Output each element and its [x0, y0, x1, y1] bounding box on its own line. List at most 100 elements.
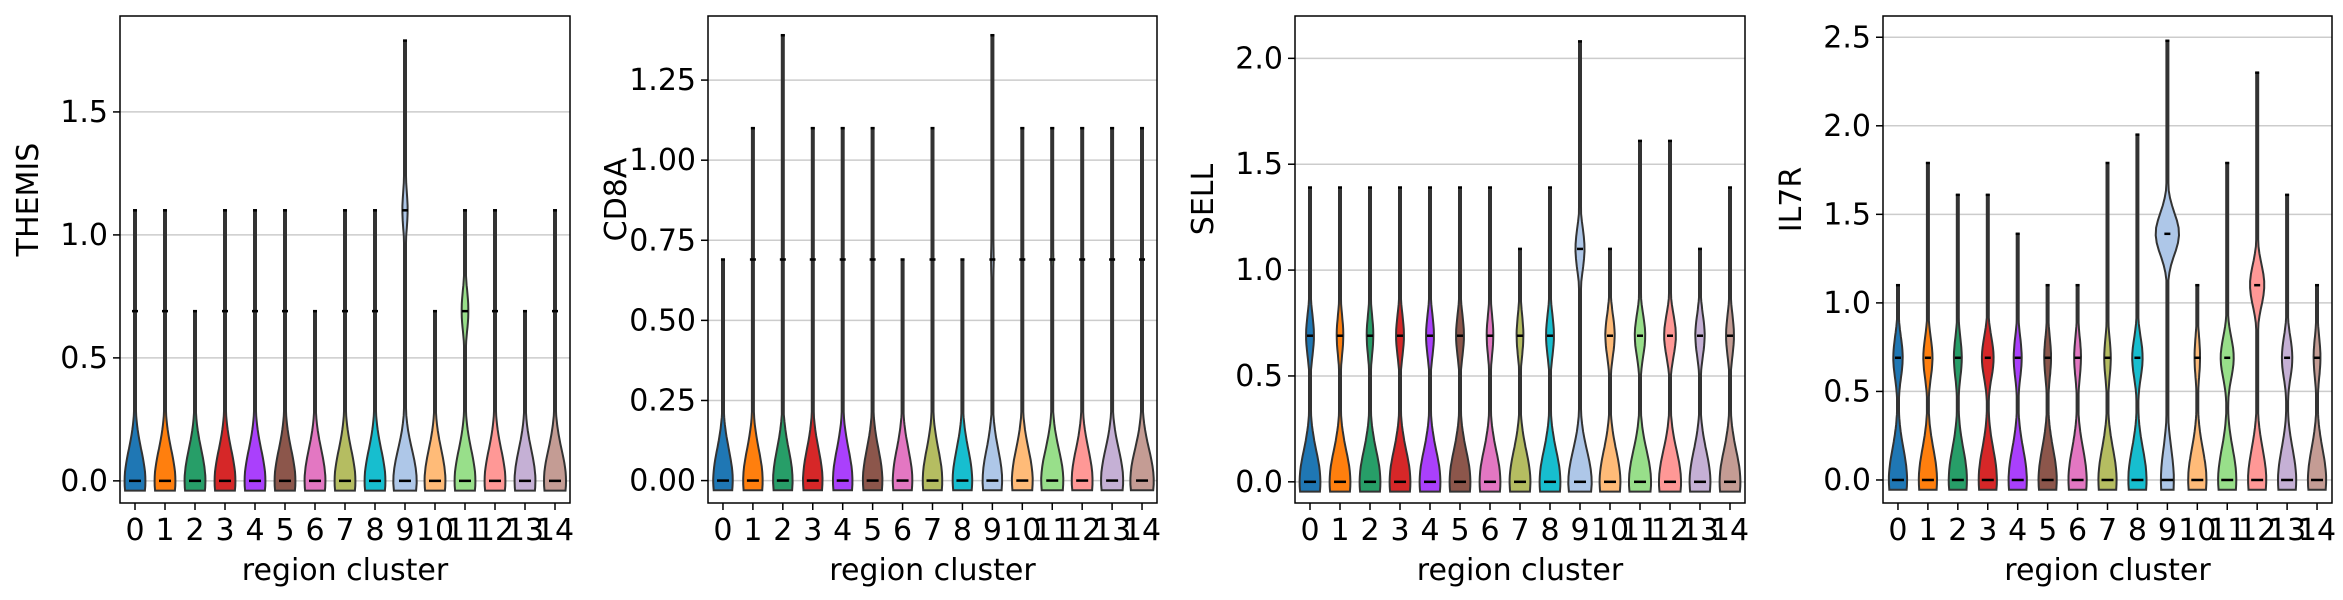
y-axis-label: CD8A: [599, 157, 634, 241]
violin-il7r-cluster-5: [2037, 284, 2058, 491]
x-tick-label: 0: [713, 513, 732, 548]
x-tick-label: 4: [833, 513, 852, 548]
violin-cd8a-cluster-13: [1100, 127, 1125, 492]
x-tick-label: 9: [395, 513, 414, 548]
x-tick-label: 13: [1093, 513, 1131, 548]
y-tick-label: 0.0: [1823, 463, 1871, 498]
violin-themis-cluster-12: [483, 209, 507, 492]
x-tick-label: 8: [1540, 513, 1559, 548]
violin-sell-cluster-13: [1688, 247, 1712, 493]
violin-sell-cluster-7: [1508, 247, 1532, 493]
y-tick-label: 0.0: [1235, 465, 1283, 500]
violin-themis-cluster-13: [513, 310, 537, 492]
y-tick-label: 1.5: [1823, 197, 1871, 232]
x-tick-label: 4: [245, 513, 264, 548]
x-tick-label: 14: [1711, 513, 1749, 548]
y-axis-label: IL7R: [1774, 167, 1809, 233]
y-tick-label: 2.0: [1823, 109, 1871, 144]
violin-sell-cluster-6: [1478, 186, 1502, 493]
x-tick-label: 0: [125, 513, 144, 548]
y-tick-label: 1.0: [1823, 286, 1871, 321]
violin-cd8a-cluster-14: [1129, 127, 1155, 492]
x-tick-label: 7: [2098, 513, 2117, 548]
violin-il7r-cluster-9: [2154, 39, 2181, 491]
y-tick-label: 0.5: [60, 341, 108, 376]
x-tick-label: 3: [1390, 513, 1409, 548]
violin-sell-cluster-10: [1598, 247, 1622, 493]
violin-sell-cluster-2: [1358, 186, 1382, 493]
y-axis-label: THEMIS: [11, 143, 46, 258]
violin-cd8a-cluster-7: [921, 127, 944, 492]
x-tick-label: 7: [923, 513, 942, 548]
x-tick-label: 1: [155, 513, 174, 548]
x-axis-label: region cluster: [2004, 553, 2211, 588]
x-tick-label: 7: [335, 513, 354, 548]
x-tick-label: 0: [1300, 513, 1319, 548]
y-tick-label: 1.25: [629, 63, 696, 98]
violin-themis-cluster-8: [363, 209, 387, 492]
violin-il7r-cluster-12: [2247, 71, 2268, 491]
x-tick-label: 12: [1651, 513, 1689, 548]
violin-themis-cluster-11: [453, 209, 477, 492]
violin-sell-cluster-12: [1658, 139, 1682, 493]
y-tick-label: 0.00: [629, 464, 696, 499]
y-tick-label: 1.0: [1235, 253, 1283, 288]
violin-cd8a-cluster-9: [981, 34, 1004, 492]
x-tick-label: 2: [1948, 513, 1967, 548]
x-tick-label: 6: [1480, 513, 1499, 548]
violin-il7r-cluster-13: [2276, 193, 2298, 491]
violin-il7r-cluster-3: [1977, 193, 1998, 491]
violin-sell-cluster-4: [1418, 186, 1442, 493]
violin-cd8a-cluster-11: [1040, 127, 1065, 492]
violin-il7r-cluster-6: [2067, 284, 2088, 491]
x-tick-label: 10: [1591, 513, 1629, 548]
x-tick-label: 2: [1360, 513, 1379, 548]
violin-cd8a-cluster-1: [742, 127, 764, 492]
x-tick-label: 5: [275, 513, 294, 548]
y-tick-label: 0.25: [629, 383, 696, 418]
violin-il7r-cluster-8: [2127, 133, 2148, 491]
y-axis-label: SELL: [1186, 164, 1221, 236]
violin-il7r-cluster-11: [2217, 162, 2238, 491]
violin-cd8a-cluster-0: [712, 258, 734, 492]
violin-cd8a-cluster-4: [832, 127, 854, 492]
x-tick-label: 8: [365, 513, 384, 548]
violin-sell-cluster-9: [1567, 40, 1593, 493]
y-tick-label: 1.5: [1235, 147, 1283, 182]
x-tick-label: 9: [1570, 513, 1589, 548]
violin-il7r-cluster-14: [2306, 284, 2328, 491]
violin-themis-cluster-6: [303, 310, 327, 492]
violin-themis-cluster-7: [333, 209, 357, 492]
violin-sell-cluster-8: [1538, 186, 1562, 493]
violin-cd8a-cluster-5: [861, 127, 884, 492]
x-tick-label: 13: [2268, 513, 2306, 548]
x-tick-label: 11: [2208, 513, 2246, 548]
violin-cd8a-cluster-3: [801, 127, 824, 492]
x-tick-label: 12: [476, 513, 514, 548]
x-tick-label: 8: [2128, 513, 2147, 548]
violin-cd8a-cluster-8: [951, 258, 974, 492]
violin-themis-cluster-9: [392, 39, 418, 492]
violin-themis-cluster-5: [273, 209, 297, 492]
x-tick-label: 12: [1063, 513, 1101, 548]
violin-themis-cluster-2: [183, 310, 207, 492]
x-tick-label: 1: [1330, 513, 1349, 548]
x-tick-label: 14: [1123, 513, 1161, 548]
y-tick-label: 0.75: [629, 223, 696, 258]
x-tick-label: 3: [803, 513, 822, 548]
x-tick-label: 3: [1978, 513, 1997, 548]
violin-themis-cluster-14: [542, 209, 568, 492]
y-tick-label: 1.0: [60, 218, 108, 253]
panel-sell: 0.00.51.01.52.00 1 2 3 4 5 6 7 8 9 1011121314regio…: [1186, 15, 1749, 588]
x-tick-label: 1: [1918, 513, 1937, 548]
x-tick-label: 11: [1033, 513, 1071, 548]
x-tick-label: 5: [2038, 513, 2057, 548]
y-tick-label: 2.0: [1235, 41, 1283, 76]
x-tick-label: 11: [446, 513, 484, 548]
violin-il7r-cluster-10: [2187, 284, 2208, 491]
violin-sell-cluster-5: [1448, 186, 1472, 493]
x-tick-label: 13: [506, 513, 544, 548]
x-tick-label: 6: [2068, 513, 2087, 548]
x-tick-label: 4: [2008, 513, 2027, 548]
